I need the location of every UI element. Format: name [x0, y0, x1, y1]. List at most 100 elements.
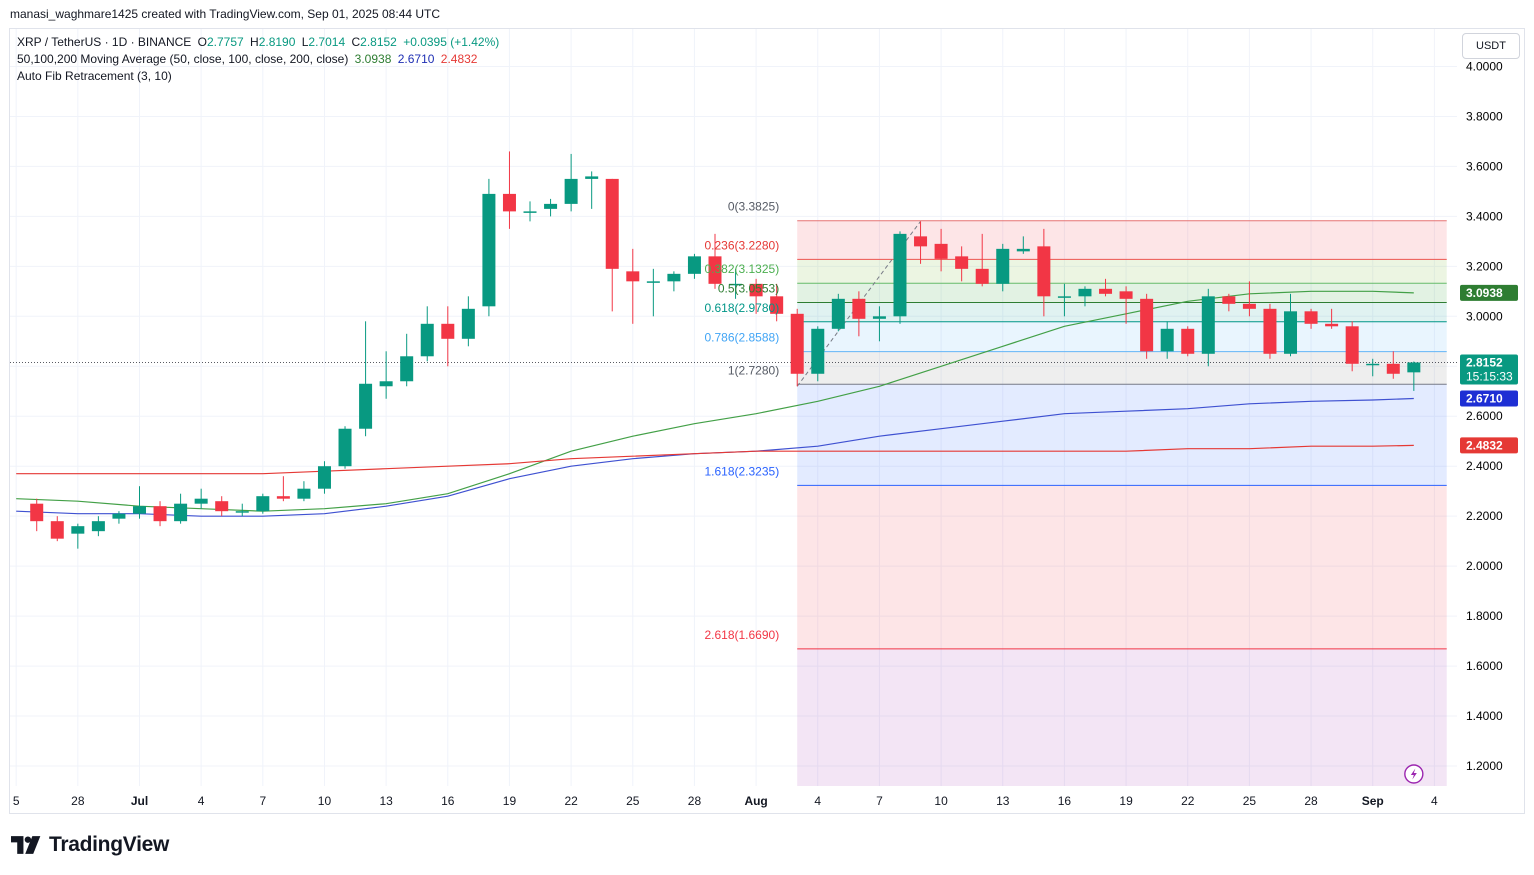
candle-body[interactable]: [749, 283, 763, 297]
candle-body[interactable]: [1263, 308, 1277, 354]
candle-body[interactable]: [30, 503, 44, 522]
ma-legend-row[interactable]: 50,100,200 Moving Average (50, close, 10…: [17, 51, 502, 68]
candle-body[interactable]: [893, 233, 907, 317]
candle-body[interactable]: [174, 503, 188, 522]
candle-body[interactable]: [91, 521, 105, 532]
candle-body[interactable]: [1386, 363, 1400, 374]
candle-body[interactable]: [50, 521, 64, 539]
candle-body[interactable]: [934, 243, 948, 259]
candle-body[interactable]: [256, 496, 270, 512]
candle-body[interactable]: [1160, 328, 1174, 352]
tradingview-logo-icon: [11, 836, 41, 854]
candle-body[interactable]: [564, 178, 578, 204]
close-value: 2.8152: [360, 35, 397, 49]
candle-body[interactable]: [1016, 248, 1030, 252]
candle-body[interactable]: [420, 323, 434, 357]
time-axis-label: Aug: [744, 794, 767, 808]
tradingview-logo[interactable]: TradingView: [11, 832, 169, 858]
candle-body[interactable]: [1407, 362, 1421, 373]
candle-body[interactable]: [955, 256, 969, 269]
candle-body[interactable]: [872, 316, 886, 319]
candle-body[interactable]: [502, 193, 516, 212]
price-axis-label: 3.2000: [1466, 259, 1503, 273]
candle-body[interactable]: [729, 283, 743, 286]
candle-body[interactable]: [523, 211, 537, 213]
candle-body[interactable]: [1284, 311, 1298, 354]
ma100-price-badge-text: 2.6710: [1466, 392, 1503, 406]
candle-body[interactable]: [1325, 323, 1339, 327]
candle-body[interactable]: [811, 328, 825, 374]
candle-body[interactable]: [667, 273, 681, 282]
candle-body[interactable]: [790, 313, 804, 374]
candle-body[interactable]: [1140, 298, 1154, 352]
candle-body[interactable]: [1304, 311, 1318, 324]
ma100-price-badge: [1460, 390, 1518, 407]
candle-body[interactable]: [626, 271, 640, 282]
candle-body[interactable]: [276, 496, 290, 499]
candle-body[interactable]: [852, 298, 866, 319]
candle-body[interactable]: [1345, 326, 1359, 364]
time-axis-label: 10: [318, 794, 332, 808]
candle-body[interactable]: [359, 383, 373, 429]
candle-body[interactable]: [1057, 296, 1071, 298]
candle-body[interactable]: [1222, 296, 1236, 304]
time-axis-label: 25: [626, 794, 640, 808]
price-axis-label: 2.6000: [1466, 409, 1503, 423]
time-axis-label: 22: [1181, 794, 1195, 808]
candle-body[interactable]: [996, 248, 1010, 284]
fib-zone: [797, 351, 1447, 385]
candle-body[interactable]: [687, 256, 701, 274]
candle-body[interactable]: [831, 298, 845, 329]
time-axis-label: 13: [379, 794, 393, 808]
price-axis-label: 4.0000: [1466, 59, 1503, 73]
candle-body[interactable]: [112, 513, 126, 519]
candle-body[interactable]: [770, 296, 784, 314]
ma-indicator-title[interactable]: 50,100,200 Moving Average (50, close, 10…: [17, 52, 349, 66]
candle-body[interactable]: [215, 501, 229, 512]
candle-body[interactable]: [1119, 291, 1133, 299]
candle-body[interactable]: [544, 203, 558, 209]
fib-legend-row[interactable]: Auto Fib Retracement (3, 10): [17, 68, 502, 85]
candle-body[interactable]: [441, 323, 455, 339]
price-axis-label: 2.2000: [1466, 509, 1503, 523]
candle-body[interactable]: [708, 256, 722, 284]
candle-body[interactable]: [297, 488, 311, 499]
candle-body[interactable]: [71, 526, 85, 534]
candle-body[interactable]: [646, 281, 660, 283]
candle-body[interactable]: [1078, 288, 1092, 297]
time-axis-label: Jul: [131, 794, 148, 808]
fib-indicator-title[interactable]: Auto Fib Retracement (3, 10): [17, 69, 172, 83]
candle-body[interactable]: [482, 193, 496, 307]
candle-body[interactable]: [975, 268, 989, 284]
candle-body[interactable]: [153, 506, 167, 522]
candle-body[interactable]: [1366, 363, 1380, 366]
candle-body[interactable]: [235, 511, 249, 513]
candle-body[interactable]: [317, 466, 331, 489]
candle-body[interactable]: [338, 428, 352, 467]
price-axis-label: 2.4000: [1466, 459, 1503, 473]
price-axis-label: 3.0000: [1466, 309, 1503, 323]
candle-body[interactable]: [194, 498, 208, 504]
candle-body[interactable]: [379, 381, 393, 387]
chart-legend: XRP / TetherUS · 1D · BINANCE O2.7757 H2…: [17, 34, 502, 85]
candle-body[interactable]: [1181, 328, 1195, 354]
price-axis-label: 1.2000: [1466, 759, 1503, 773]
fib-level-label: 2.618(1.6690): [704, 628, 779, 642]
candle-body[interactable]: [914, 236, 928, 247]
candle-body[interactable]: [132, 506, 146, 514]
candle-body[interactable]: [1242, 303, 1256, 309]
candle-body[interactable]: [461, 308, 475, 339]
candle-body[interactable]: [605, 178, 619, 269]
candle-body[interactable]: [400, 356, 414, 382]
candle-body[interactable]: [585, 176, 599, 179]
price-axis-label: 3.4000: [1466, 209, 1503, 223]
candle-body[interactable]: [1201, 296, 1215, 354]
symbol-title[interactable]: XRP / TetherUS · 1D · BINANCE: [17, 35, 192, 49]
candle-body[interactable]: [1099, 288, 1113, 294]
currency-button[interactable]: USDT: [1462, 33, 1520, 59]
change-value: +0.0395 (+1.42%): [403, 35, 500, 49]
candle-body[interactable]: [1037, 246, 1051, 297]
symbol-legend-row[interactable]: XRP / TetherUS · 1D · BINANCE O2.7757 H2…: [17, 34, 502, 51]
time-axis-label: 7: [259, 794, 266, 808]
